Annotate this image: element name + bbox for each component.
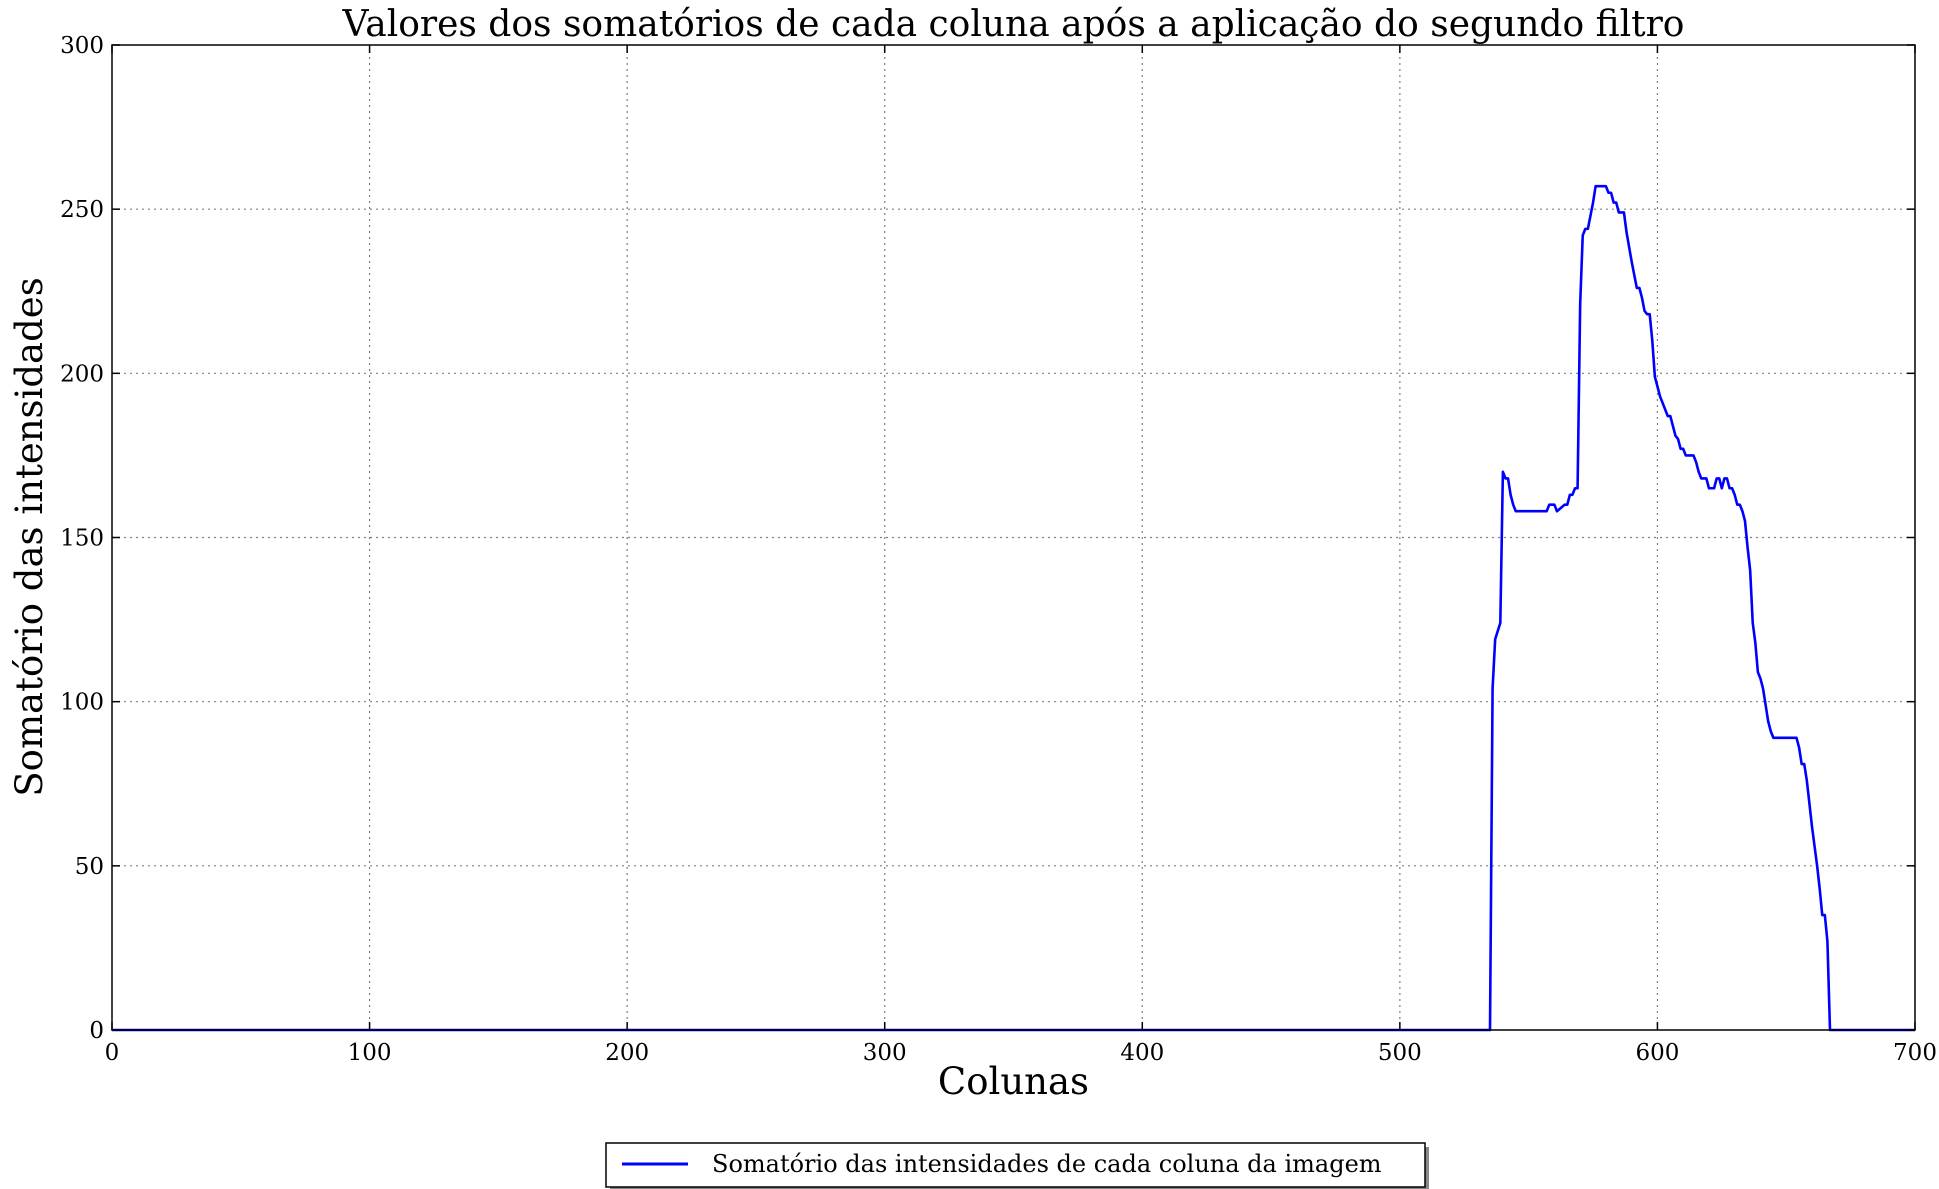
x-tick-label: 400 (1120, 1040, 1164, 1066)
x-tick-label: 500 (1378, 1040, 1422, 1066)
x-tick-label: 300 (863, 1040, 907, 1066)
series-line (112, 184, 1915, 1032)
axis-ticks (111, 44, 1916, 1031)
y-tick-label: 0 (89, 1018, 104, 1044)
x-tick-labels: 0 100 200 300 400 500 600 700 (105, 1040, 1937, 1066)
x-tick-label: 200 (605, 1040, 649, 1066)
y-tick-label: 150 (60, 526, 104, 552)
legend-box (605, 1142, 1426, 1188)
x-tick-label: 100 (348, 1040, 392, 1066)
legend-label: Somatório das intensidades de cada colun… (712, 1150, 1382, 1178)
x-tick-label: 600 (1635, 1040, 1679, 1066)
y-tick-label: 250 (60, 197, 104, 223)
y-tick-label: 50 (75, 854, 104, 880)
plot-area (112, 184, 1915, 1032)
x-axis-label: Colunas (938, 1060, 1089, 1103)
legend: Somatório das intensidades de cada colun… (605, 1142, 1429, 1189)
grid-lines (112, 45, 1915, 1030)
y-tick-label: 300 (60, 33, 104, 59)
x-tick-label: 0 (105, 1040, 120, 1066)
x-tick-label: 700 (1893, 1040, 1937, 1066)
chart-title: Valores dos somatórios de cada coluna ap… (342, 4, 1685, 45)
y-tick-labels: 0 50 100 150 200 250 300 (60, 33, 104, 1044)
y-axis-label: Somatório das intensidades (8, 277, 51, 796)
y-tick-label: 100 (60, 690, 104, 716)
y-tick-label: 200 (60, 361, 104, 387)
